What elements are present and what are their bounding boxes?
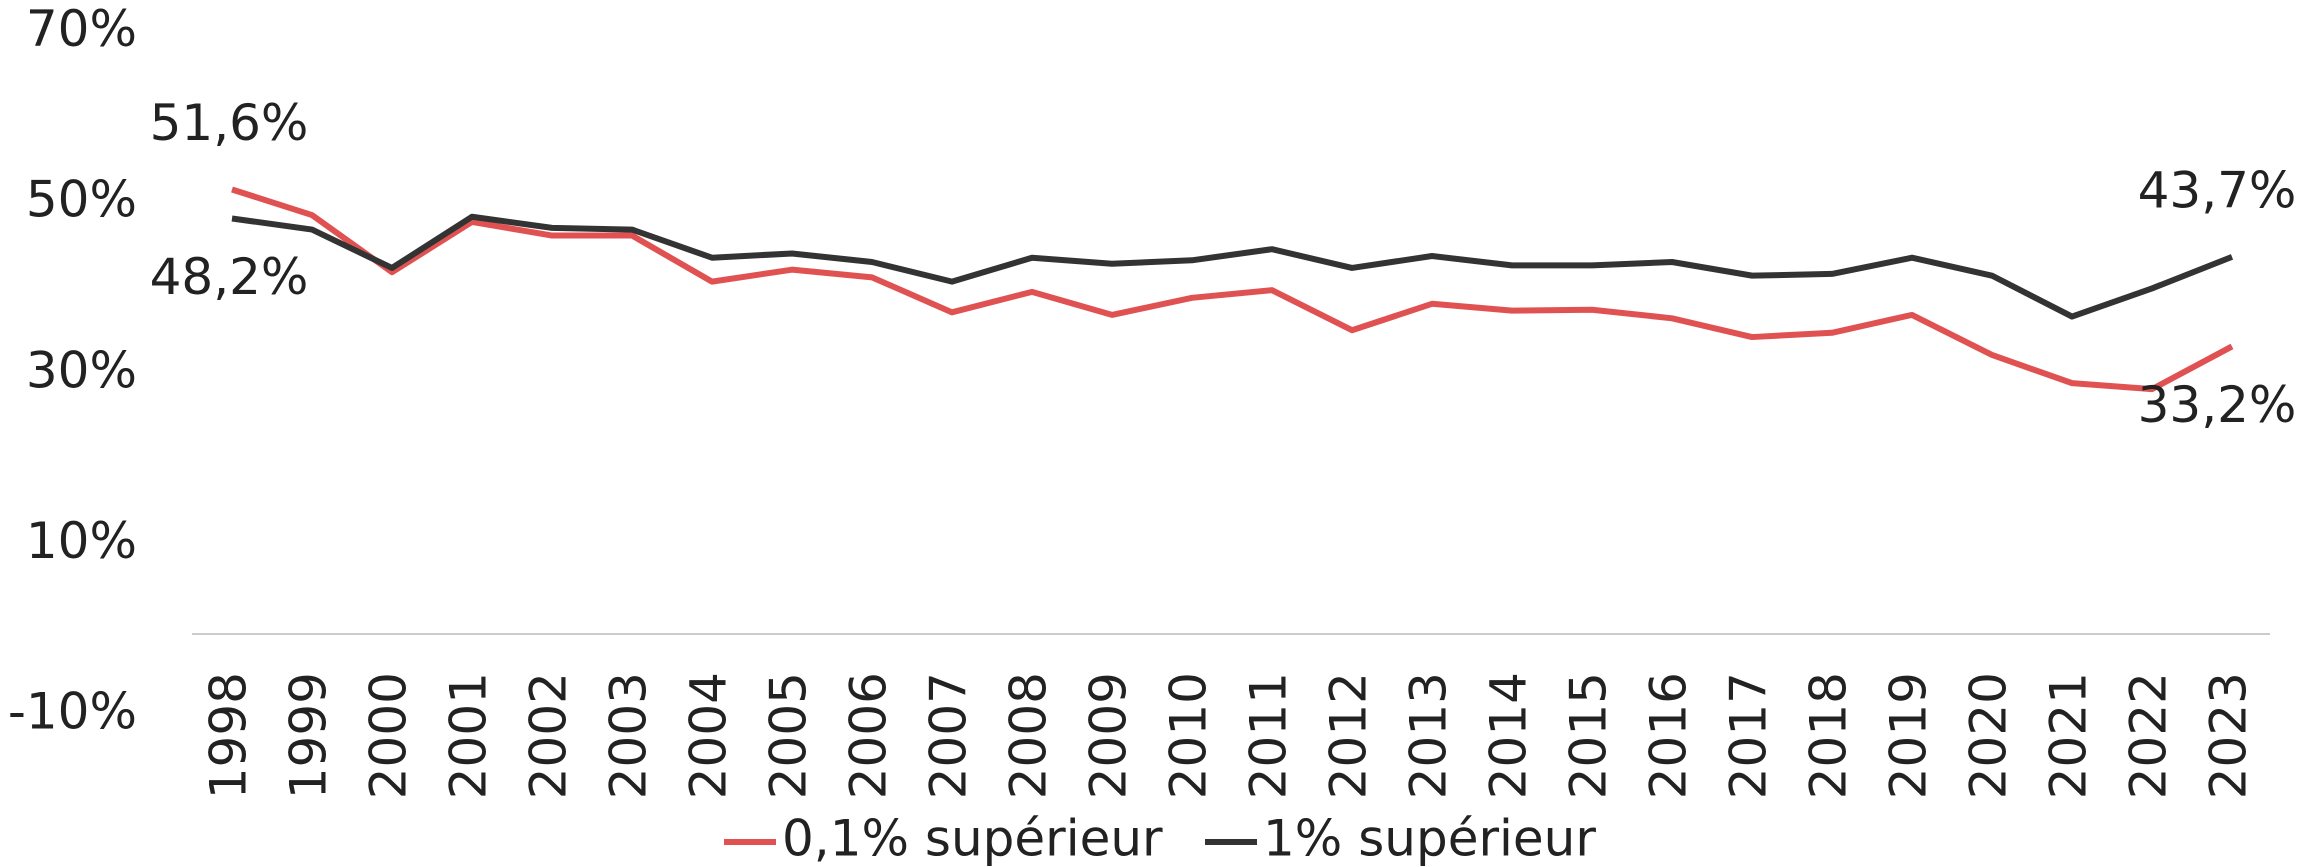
- data-label: 33,2%: [2138, 376, 2297, 434]
- y-tick-label: -10%: [8, 683, 137, 741]
- x-tick-label: 2019: [1880, 672, 1938, 799]
- x-tick-label: 2002: [520, 672, 578, 799]
- y-tick-label: 30%: [26, 341, 137, 399]
- x-tick-label: 2020: [1960, 672, 2018, 799]
- data-label: 48,2%: [150, 248, 309, 306]
- data-label: 51,6%: [150, 94, 309, 152]
- y-tick-label: 50%: [26, 171, 137, 229]
- x-tick-label: 2009: [1080, 672, 1138, 799]
- x-tick-label: 2007: [920, 672, 978, 799]
- x-tick-label: 2013: [1400, 672, 1458, 799]
- x-tick-label: 1999: [280, 672, 338, 799]
- x-tick-label: 2016: [1640, 672, 1698, 799]
- x-tick-label: 2012: [1320, 672, 1378, 799]
- legend-label: 0,1% supérieur: [782, 810, 1163, 867]
- x-tick-label: 2023: [2200, 672, 2258, 799]
- series-line: [231, 213, 2234, 320]
- x-tick-label: 2021: [2040, 672, 2098, 799]
- data-label: 43,7%: [2138, 161, 2297, 219]
- legend-label: 1% supérieur: [1263, 810, 1596, 867]
- x-tick-label: 2003: [600, 672, 658, 799]
- x-tick-label: 2010: [1160, 672, 1218, 799]
- x-tick-label: 2017: [1720, 672, 1778, 799]
- series-line: [231, 186, 2234, 393]
- x-tick-label: 2001: [440, 672, 498, 799]
- x-tick-label: 2022: [2120, 672, 2178, 799]
- x-tick-label: 2011: [1240, 672, 1298, 799]
- x-tick-label: 2018: [1800, 672, 1858, 799]
- x-tick-label: 1998: [200, 672, 258, 799]
- y-tick-label: 10%: [26, 512, 137, 570]
- x-tick-label: 2014: [1480, 672, 1538, 799]
- x-tick-label: 2008: [1000, 672, 1058, 799]
- y-tick-label: 70%: [26, 0, 137, 58]
- x-tick-label: 2015: [1560, 672, 1618, 799]
- x-tick-label: 2004: [680, 672, 738, 799]
- x-tick-label: 2005: [760, 672, 818, 799]
- x-tick-label: 2006: [840, 672, 898, 799]
- x-tick-label: 2000: [360, 672, 418, 799]
